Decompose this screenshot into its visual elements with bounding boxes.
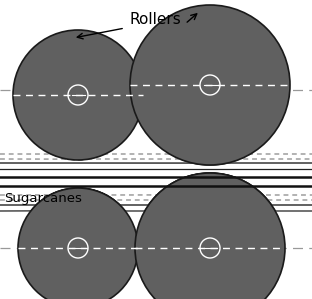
Text: Sugarcanes: Sugarcanes [4,192,82,205]
Circle shape [18,188,138,299]
Circle shape [13,30,143,160]
Circle shape [130,5,290,165]
Circle shape [135,173,285,299]
Text: Rollers: Rollers [129,12,181,27]
